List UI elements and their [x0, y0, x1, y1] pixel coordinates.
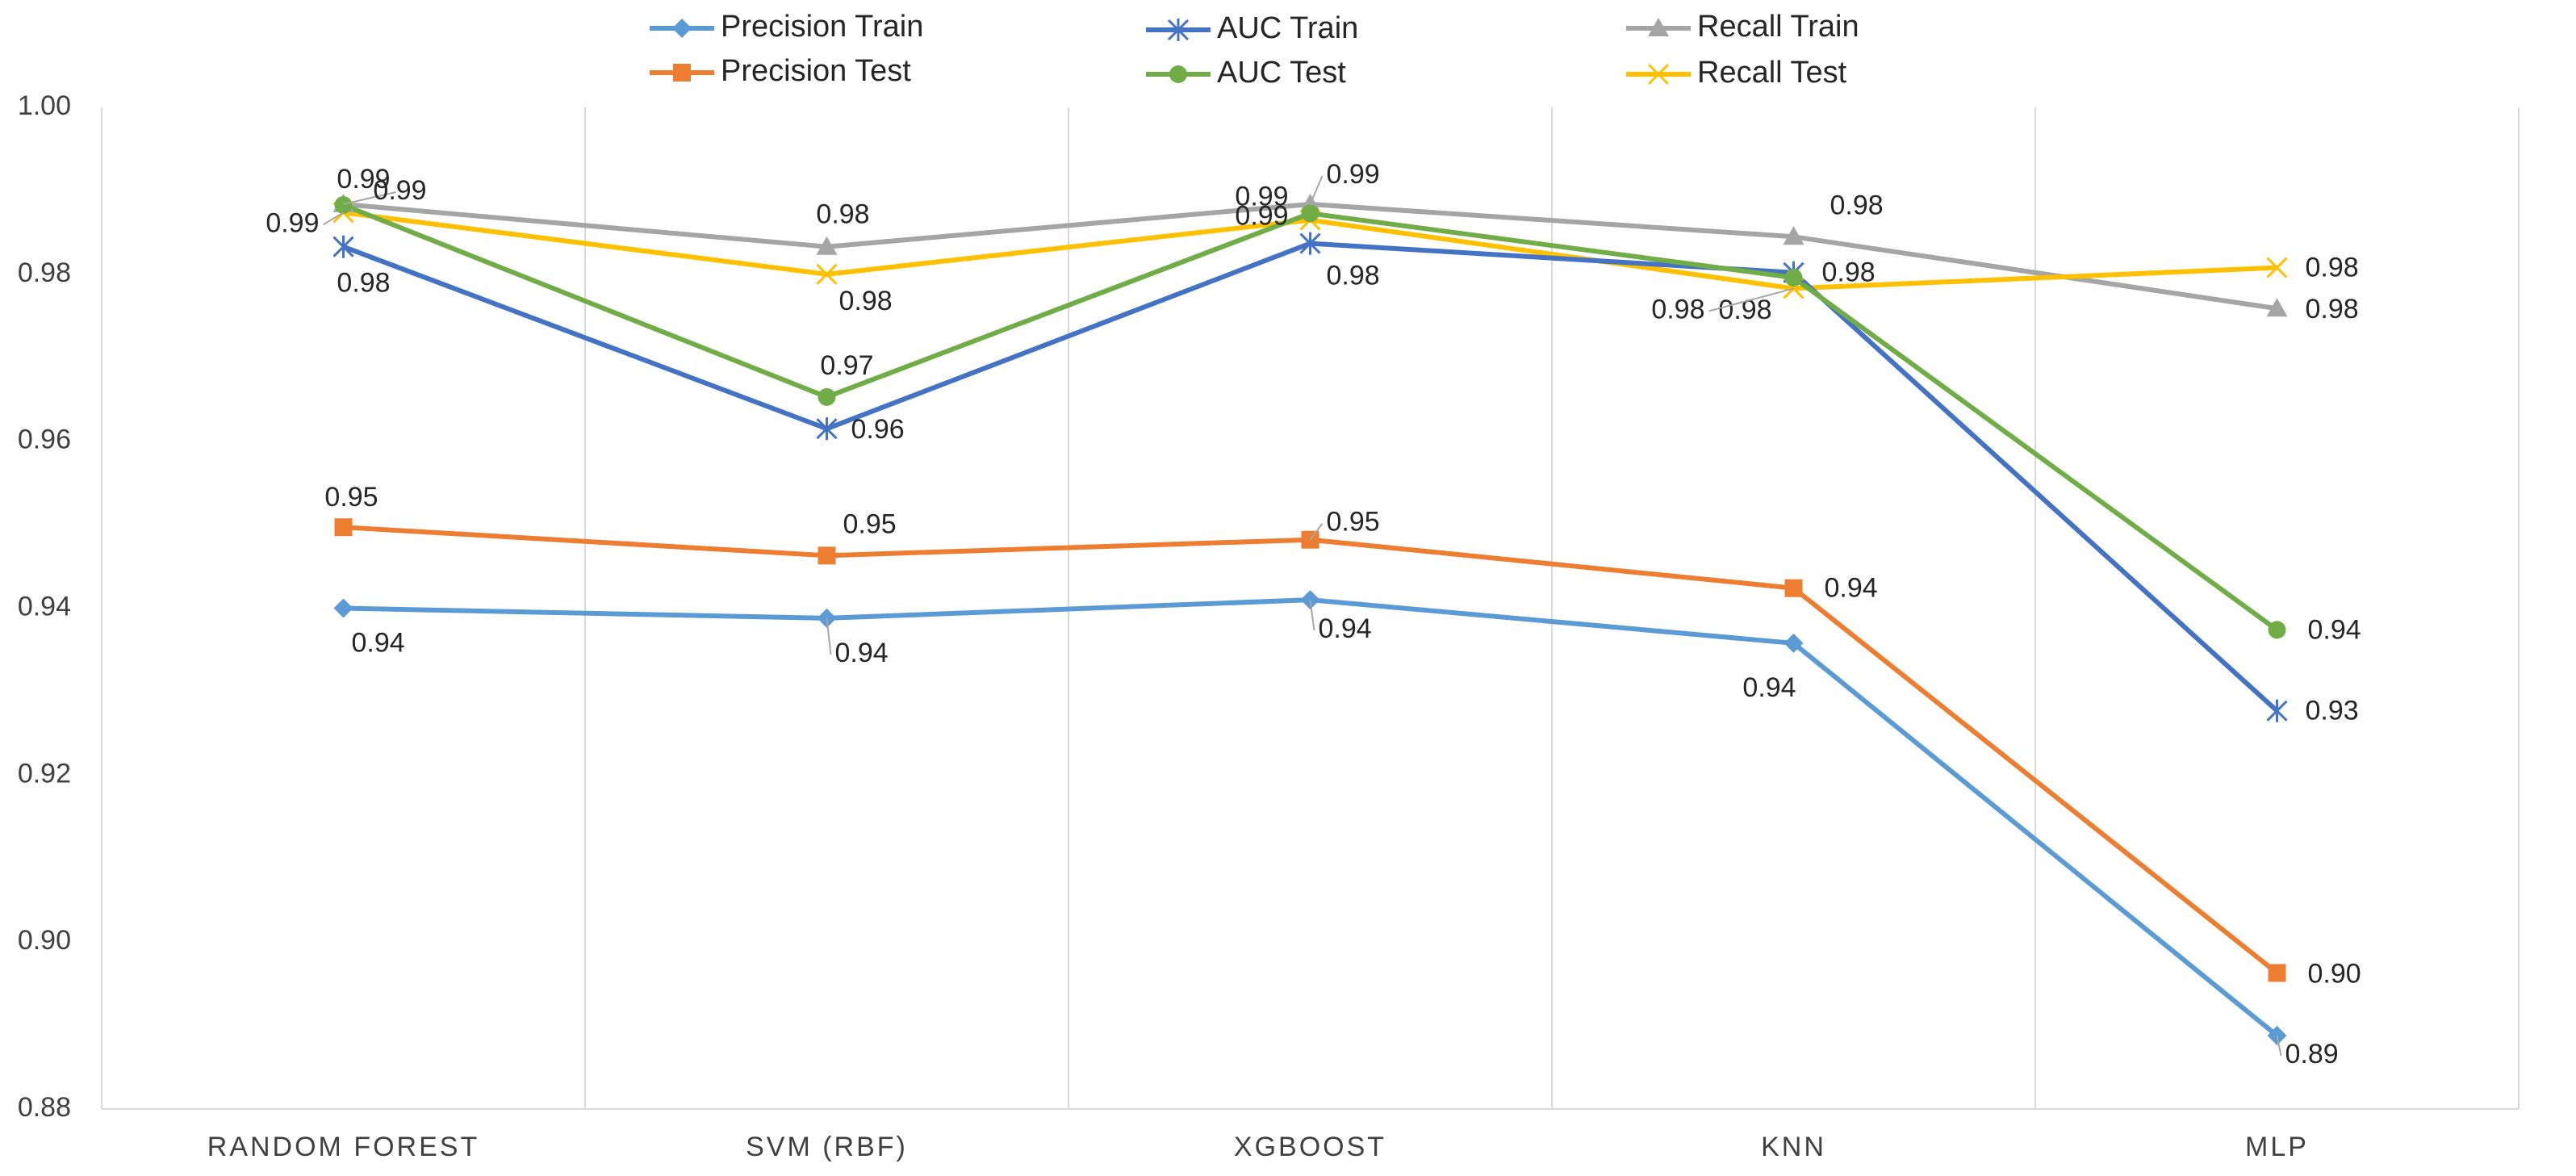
series-line-precision-train	[343, 597, 2279, 1038]
data-point-auc-test	[334, 195, 353, 214]
data-point-auc-train	[1299, 232, 1321, 255]
data-label-precision-test: 0.94	[1825, 573, 1878, 604]
legend-marker	[1648, 18, 1669, 36]
legend-label: AUC Test	[1217, 56, 1346, 90]
series-line-auc-test	[342, 203, 2279, 632]
data-point-auc-test	[1301, 204, 1319, 223]
legend-item-auc-train: AUC Train	[1146, 11, 1358, 45]
data-point-recall-train	[1783, 226, 1804, 245]
data-point-precision-test	[2268, 964, 2286, 982]
legend-label: AUC Train	[1217, 11, 1358, 45]
data-point-auc-train	[332, 235, 354, 258]
data-label-recall-train: 0.98	[816, 199, 869, 230]
x-tick-label: SVM (RBF)	[746, 1132, 908, 1162]
data-point-auc-train	[816, 417, 838, 441]
x-tick-label: MLP	[2245, 1132, 2309, 1162]
data-label-auc-train: 0.98	[337, 268, 390, 299]
data-label-recall-test: 0.98	[1651, 294, 1704, 324]
x-tick-label: RANDOM FOREST	[207, 1132, 479, 1162]
label-leader-line	[322, 211, 345, 226]
data-point-auc-test	[818, 387, 836, 406]
data-label-precision-test: 0.95	[843, 508, 897, 539]
label-leader-line	[343, 190, 396, 205]
data-point-recall-test	[816, 263, 838, 285]
y-tick-label: 0.98	[18, 257, 71, 288]
data-point-recall-test	[2266, 257, 2288, 278]
legend-item-precision-train: Precision Train	[650, 10, 923, 44]
data-label-auc-test: 0.94	[2308, 614, 2361, 645]
y-tick-label: 0.92	[18, 758, 71, 789]
data-label-auc-test: 0.99	[1235, 200, 1288, 231]
data-label-precision-train: 0.94	[352, 627, 405, 658]
x-axis: RANDOM FOREST SVM (RBF) XGBOOST KNN MLP	[207, 1132, 2309, 1162]
data-label-recall-train: 0.99	[373, 175, 426, 206]
data-label-precision-train: 0.94	[1742, 672, 1796, 703]
legend-label: Recall Test	[1697, 56, 1847, 90]
data-point-precision-test	[1784, 579, 1803, 597]
label-leader-line	[1708, 287, 1794, 312]
y-tick-label: 0.90	[18, 925, 71, 956]
data-label-recall-train: 0.98	[2306, 294, 2359, 324]
y-tick-label: 0.94	[18, 591, 71, 621]
data-label-recall-train: 0.99	[1327, 159, 1380, 190]
x-tick-label: XGBOOST	[1234, 1132, 1386, 1162]
data-label-recall-test: 0.99	[1235, 182, 1288, 212]
y-tick-label: 0.96	[18, 425, 71, 455]
label-leader-line	[1309, 600, 1315, 631]
data-point-auc-test	[2268, 621, 2286, 639]
label-leader-line	[826, 617, 832, 655]
legend-marker	[672, 19, 692, 38]
series-line-auc-train	[342, 241, 2279, 713]
data-label-recall-train: 0.98	[1830, 190, 1884, 220]
y-tick-label: 1.00	[18, 90, 71, 121]
legend-item-recall-test: Recall Test	[1626, 56, 1847, 90]
data-label-auc-train: 0.93	[2306, 696, 2359, 726]
label-leader-line	[1309, 175, 1324, 205]
data-point-precision-test	[818, 546, 836, 565]
data-point-recall-train	[816, 236, 838, 255]
legend-marker	[673, 64, 691, 82]
x-tick-label: KNN	[1761, 1132, 1826, 1162]
data-point-auc-train	[2266, 699, 2288, 722]
data-label-auc-train: 0.96	[851, 414, 905, 445]
legend-item-precision-test: Precision Test	[650, 54, 911, 88]
data-point-precision-train	[333, 598, 353, 618]
y-tick-label: 0.88	[18, 1092, 71, 1123]
data-label-precision-test: 0.95	[1327, 507, 1380, 538]
data-label-precision-test: 0.95	[324, 482, 378, 513]
data-point-precision-train	[1784, 633, 1804, 653]
data-label-recall-test: 0.99	[266, 207, 319, 238]
data-label-precision-train: 0.94	[835, 638, 889, 668]
data-label-precision-train: 0.94	[1319, 613, 1372, 644]
series-layer	[332, 193, 2288, 1045]
legend-label: Precision Test	[721, 54, 911, 88]
y-axis: 0.88 0.90 0.92 0.94 0.96 0.98 1.00	[18, 90, 71, 1123]
data-point-recall-train	[2266, 298, 2288, 317]
data-label-layer: 0.94 0.94 0.94 0.94 0.89 0.95 0.95 0.95 0.94 0.90…	[266, 159, 2361, 1069]
legend: Precision Train Precision Test AUC Train AU…	[650, 10, 1859, 90]
legend-marker	[1169, 65, 1187, 83]
legend-item-auc-test: AUC Test	[1146, 56, 1346, 90]
data-label-auc-train: 0.98	[1822, 257, 1876, 288]
data-label-auc-test: 0.99	[337, 164, 390, 195]
data-label-precision-test: 0.90	[2308, 958, 2361, 989]
legend-label: Recall Train	[1697, 10, 1859, 44]
legend-marker	[1647, 63, 1670, 86]
data-label-recall-test: 0.98	[839, 286, 893, 316]
legend-item-recall-train: Recall Train	[1626, 10, 1859, 44]
legend-marker	[1167, 19, 1190, 41]
legend-label: Precision Train	[721, 10, 923, 44]
data-label-auc-test: 0.97	[820, 350, 873, 381]
label-leader-line	[1309, 523, 1324, 541]
data-point-precision-test	[334, 518, 353, 537]
data-label-precision-train: 0.89	[2285, 1039, 2339, 1069]
data-label-auc-train: 0.98	[1327, 261, 1380, 291]
data-label-auc-test: 0.98	[1718, 295, 1771, 325]
data-label-recall-test: 0.98	[2306, 253, 2359, 283]
label-leader-line	[2276, 1035, 2282, 1057]
data-point-auc-test	[1784, 268, 1803, 287]
